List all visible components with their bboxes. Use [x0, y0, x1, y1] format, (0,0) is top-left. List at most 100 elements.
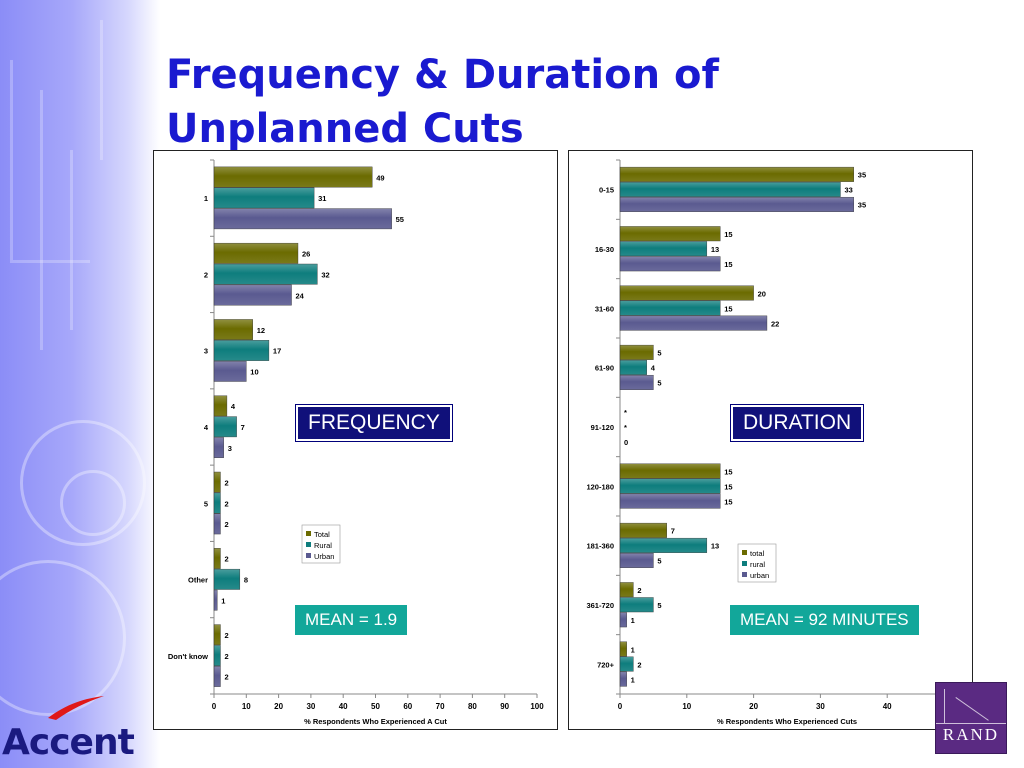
- data-label: 15: [724, 467, 732, 476]
- x-tick-label: 30: [816, 702, 825, 711]
- bar-urban: [213, 513, 221, 535]
- data-label: 12: [257, 326, 265, 335]
- category-label: 31-60: [595, 304, 614, 313]
- data-label: 2: [637, 586, 641, 595]
- category-label: 5: [204, 499, 208, 508]
- data-label: 33: [844, 186, 852, 195]
- bar-rural: [619, 478, 721, 494]
- bar-urban: [619, 493, 721, 509]
- category-label: 361-720: [586, 601, 614, 610]
- category-label: Other: [188, 576, 208, 585]
- x-tick-label: 40: [883, 702, 892, 711]
- legend-swatch: [306, 553, 311, 558]
- bar-total: [619, 582, 634, 598]
- data-label: *: [624, 423, 627, 432]
- bar-rural: [619, 241, 708, 257]
- title-line-1: Frequency & Duration of: [166, 52, 719, 98]
- x-tick-label: 20: [749, 702, 758, 711]
- x-tick-label: 10: [682, 702, 691, 711]
- data-label: 2: [224, 631, 228, 640]
- bar-total: [619, 641, 627, 657]
- data-label: 2: [224, 555, 228, 564]
- category-label: 120-180: [586, 482, 614, 491]
- data-label: 3: [228, 444, 232, 453]
- data-label: *: [624, 408, 627, 417]
- data-label: 13: [711, 245, 719, 254]
- data-label: 15: [724, 304, 732, 313]
- data-label: 2: [224, 652, 228, 661]
- legend-entry: rural: [750, 560, 765, 569]
- data-label: 15: [724, 482, 732, 491]
- duration-label: DURATION: [729, 404, 865, 442]
- data-label: 22: [771, 319, 779, 328]
- bar-urban: [619, 671, 627, 687]
- rand-logo: RAND: [935, 682, 1007, 754]
- x-tick-label: 10: [242, 702, 251, 711]
- bar-total: [213, 624, 221, 646]
- data-label: 32: [321, 270, 329, 279]
- category-label: 720+: [597, 660, 615, 669]
- duration-mean-box: MEAN = 92 MINUTES: [730, 605, 919, 635]
- data-label: 4: [651, 364, 656, 373]
- bar-total: [619, 166, 855, 182]
- bar-rural: [213, 492, 221, 514]
- data-label: 24: [296, 291, 305, 300]
- frequency-chart: 0 10 20 30 40 50 60 70 80 90 100 % Respondents Who …: [168, 159, 544, 726]
- x-tick-label: 20: [274, 702, 283, 711]
- data-label: 15: [724, 260, 732, 269]
- data-label: 0: [624, 438, 628, 447]
- data-label: 2: [224, 673, 228, 682]
- data-label: 2: [224, 499, 228, 508]
- bar-total: [213, 471, 221, 493]
- x-axis-label: % Respondents Who Experienced Cuts: [717, 717, 857, 726]
- data-label: 13: [711, 542, 719, 551]
- category-label: 61-90: [595, 364, 614, 373]
- data-label: 7: [241, 423, 245, 432]
- legend-entry: Rural: [314, 541, 332, 550]
- bar-total: [213, 319, 253, 340]
- bar-rural: [619, 181, 841, 197]
- category-label: 181-360: [586, 542, 614, 551]
- bar-urban: [213, 360, 247, 382]
- category-label: 4: [204, 423, 209, 432]
- category-label: 0-15: [599, 186, 614, 195]
- data-label: 1: [221, 596, 225, 605]
- bar-urban: [213, 208, 392, 230]
- bar-total: [213, 395, 228, 417]
- bar-total: [213, 242, 299, 264]
- data-label: 2: [224, 478, 228, 487]
- data-label: 5: [657, 349, 661, 358]
- data-label: 55: [396, 215, 404, 224]
- data-label: 7: [671, 527, 675, 536]
- bar-urban: [213, 437, 224, 458]
- bar-total: [619, 285, 754, 301]
- slide-title: Frequency & Duration of Unplanned Cuts: [166, 48, 719, 156]
- legend-entry: Total: [314, 530, 330, 539]
- x-tick-label: 70: [436, 702, 445, 711]
- legend-entry: urban: [750, 571, 769, 580]
- bar-total: [619, 522, 667, 538]
- bar-rural: [619, 537, 708, 553]
- accent-swoosh-icon: [48, 696, 104, 720]
- legend-entry: total: [750, 549, 765, 558]
- category-label: 91-120: [591, 423, 614, 432]
- data-label: 2: [224, 520, 228, 529]
- bar-rural: [213, 187, 315, 209]
- bar-urban: [619, 196, 855, 212]
- legend-swatch: [306, 531, 311, 536]
- bar-total: [213, 166, 373, 188]
- category-label: 2: [204, 270, 208, 279]
- bar-rural: [619, 300, 721, 316]
- bar-total: [213, 548, 221, 569]
- x-tick-label: 50: [371, 702, 380, 711]
- bar-rural: [619, 656, 634, 672]
- x-tick-label: 100: [530, 702, 544, 711]
- data-label: 20: [758, 289, 766, 298]
- data-label: 4: [231, 402, 236, 411]
- data-label: 15: [724, 230, 732, 239]
- bar-urban: [619, 552, 654, 568]
- bar-rural: [213, 645, 221, 666]
- data-label: 5: [657, 379, 661, 388]
- bar-rural: [213, 263, 318, 285]
- data-label: 10: [250, 368, 258, 377]
